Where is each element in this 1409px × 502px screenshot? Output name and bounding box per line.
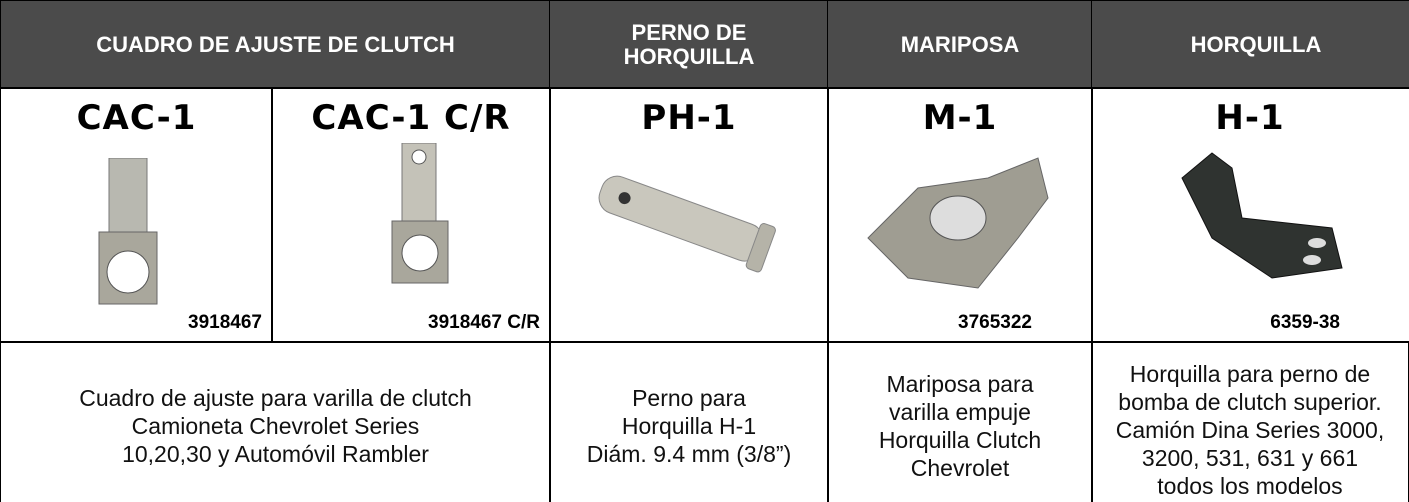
part-number: 3918467 C/R bbox=[428, 312, 540, 333]
text-line: varilla empuje bbox=[889, 399, 1031, 425]
text-line: Diám. 9.4 mm (3/8”) bbox=[586, 441, 792, 467]
description-cell: Mariposa para varilla empuje Horquilla Clu… bbox=[827, 341, 1093, 502]
text-line: Horquilla Clutch bbox=[878, 427, 1042, 453]
product-code: H-1 bbox=[1215, 98, 1285, 138]
text-line: bomba de clutch superior. bbox=[1118, 389, 1382, 415]
header-cell: PERNO DE HORQUILLA bbox=[549, 0, 829, 89]
product-cell: M-1 3765322 bbox=[827, 87, 1093, 343]
product-cell: PH-1 bbox=[549, 87, 829, 343]
part-number: 3765322 bbox=[958, 312, 1032, 333]
text-line: CUADRO DE AJUSTE DE CLUTCH bbox=[96, 31, 455, 57]
text-line: HORQUILLA bbox=[1190, 31, 1322, 57]
description-cell: Horquilla para perno de bomba de clutch s… bbox=[1091, 341, 1409, 502]
text-line: PERNO DE bbox=[631, 19, 747, 45]
product-code: PH-1 bbox=[641, 98, 737, 138]
product-cell: CAC-1 C/R 3918467 C/R bbox=[271, 87, 551, 343]
product-image bbox=[391, 143, 449, 284]
product-cell: CAC-1 3918467 bbox=[0, 87, 273, 343]
product-code: M-1 bbox=[922, 98, 998, 138]
text-line: todos los modelos bbox=[1157, 473, 1343, 499]
product-image bbox=[867, 157, 1049, 289]
product-image bbox=[98, 158, 158, 305]
part-number: 6359-38 bbox=[1270, 312, 1340, 333]
text-line: 3200, 531, 631 y 661 bbox=[1141, 445, 1359, 471]
text-line: Camión Dina Series 3000, bbox=[1115, 417, 1385, 443]
header-cell: CUADRO DE AJUSTE DE CLUTCH bbox=[0, 0, 551, 89]
description-cell: Perno para Horquilla H-1 Diám. 9.4 mm (3/8… bbox=[549, 341, 829, 502]
header-cell: HORQUILLA bbox=[1091, 0, 1409, 89]
text-line: 10,20,30 y Automóvil Rambler bbox=[122, 441, 429, 467]
text-line: Mariposa para bbox=[886, 371, 1034, 397]
text-line: MARIPOSA bbox=[900, 31, 1020, 57]
text-line: Perno para bbox=[632, 385, 746, 411]
product-image bbox=[598, 175, 776, 273]
text-line: Chevrolet bbox=[910, 455, 1010, 481]
text-line: Camioneta Chevrolet Series bbox=[131, 413, 420, 439]
product-code: CAC-1 C/R bbox=[311, 98, 511, 138]
text-line: Horquilla para perno de bbox=[1129, 361, 1371, 387]
text-line: HORQUILLA bbox=[623, 43, 755, 69]
text-line: Cuadro de ajuste para varilla de clutch bbox=[79, 385, 472, 411]
product-code: CAC-1 bbox=[76, 98, 197, 138]
description-cell: Cuadro de ajuste para varilla de clutch C… bbox=[0, 341, 551, 502]
text-line: Horquilla H-1 bbox=[621, 413, 757, 439]
header-cell: MARIPOSA bbox=[827, 0, 1093, 89]
product-cell: H-1 6359-38 bbox=[1091, 87, 1409, 343]
part-number: 3918467 bbox=[188, 312, 262, 333]
product-image bbox=[1181, 152, 1343, 279]
